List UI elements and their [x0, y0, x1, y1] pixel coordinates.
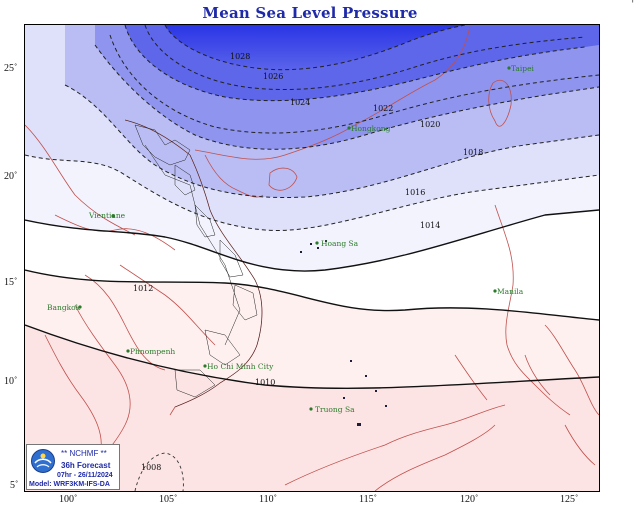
lat-label-5: 5˚ — [10, 480, 19, 491]
iso-1026: 1026 — [263, 72, 283, 81]
pressure-map-svg: 1028 1026 1024 1022 1020 1018 1016 1014 … — [25, 25, 599, 491]
iso-1020: 1020 — [420, 120, 440, 129]
city-vientiane: Vientiane — [88, 211, 126, 220]
band-1028 — [165, 25, 465, 70]
isobars-solid — [25, 209, 599, 389]
info-org: ** NCHMF ** — [61, 449, 107, 458]
city-bangkok: Bangkok — [47, 303, 81, 312]
city-dot-taipei — [507, 66, 511, 70]
city-dot-hongkong — [347, 126, 351, 130]
lon-label-125: 125˚ — [560, 494, 579, 505]
iso-1010: 1010 — [255, 378, 275, 387]
iso-1008: 1008 — [141, 463, 161, 472]
info-datetime: 07hr - 26/11/2024 — [57, 472, 113, 479]
corner-mark: ' — [631, 0, 634, 10]
forecast-info-box: ** NCHMF ** 36h Forecast 07hr - 26/11/20… — [26, 444, 120, 490]
city-dot-phnompenh — [126, 349, 130, 353]
city-manila: Manila — [497, 287, 524, 296]
iso-1014: 1014 — [420, 221, 440, 230]
city-taipei: Taipei — [511, 64, 535, 73]
iso-1028: 1028 — [230, 52, 250, 61]
isobar-labels: 1028 1026 1024 1022 1020 1018 1016 1014 … — [133, 52, 483, 472]
city-markers: Hongkong Taipei Vientiane Hoang Sa Bangk… — [47, 64, 535, 414]
islands — [300, 240, 387, 426]
city-hcmc: Ho Chi Minh City — [207, 362, 274, 371]
iso-1018: 1018 — [463, 148, 483, 157]
city-dot-manila — [493, 289, 497, 293]
iso-1022: 1022 — [373, 104, 393, 113]
city-truongsa: Truong Sa — [315, 405, 355, 414]
city-hongkong: Hongkong — [351, 124, 391, 133]
lon-label-115: 115˚ — [359, 494, 377, 505]
city-dot-vientiane — [111, 214, 115, 218]
vietnam-provinces — [124, 119, 263, 408]
city-hoangsa: Hoang Sa — [321, 239, 359, 248]
lon-label-110: 110˚ — [259, 494, 277, 505]
pressure-map: 1028 1026 1024 1022 1020 1018 1016 1014 … — [24, 24, 600, 492]
lat-label-15: 15˚ — [4, 277, 18, 288]
lat-label-10: 10˚ — [4, 376, 18, 387]
info-model: Model: WRF3KM-IFS-DA — [29, 481, 110, 488]
lon-label-100: 100˚ — [59, 494, 78, 505]
city-phnompenh: Phnompenh — [130, 347, 175, 356]
info-forecast: 36h Forecast — [61, 461, 111, 470]
nchmf-logo-icon — [31, 449, 55, 473]
lat-label-20: 20˚ — [4, 171, 18, 182]
iso-1012: 1012 — [133, 284, 153, 293]
lat-label-25: 25˚ — [4, 63, 18, 74]
isobars-dashed — [25, 25, 599, 231]
city-dot-bangkok — [78, 305, 82, 309]
lon-label-105: 105˚ — [159, 494, 178, 505]
iso-1016: 1016 — [405, 188, 425, 197]
city-dot-hcmc — [203, 364, 207, 368]
city-dot-hoangsa — [315, 241, 319, 245]
iso-1024: 1024 — [290, 98, 310, 107]
lon-label-120: 120˚ — [460, 494, 479, 505]
city-dot-truongsa — [309, 407, 313, 411]
chart-title: Mean Sea Level Pressure — [202, 4, 418, 22]
